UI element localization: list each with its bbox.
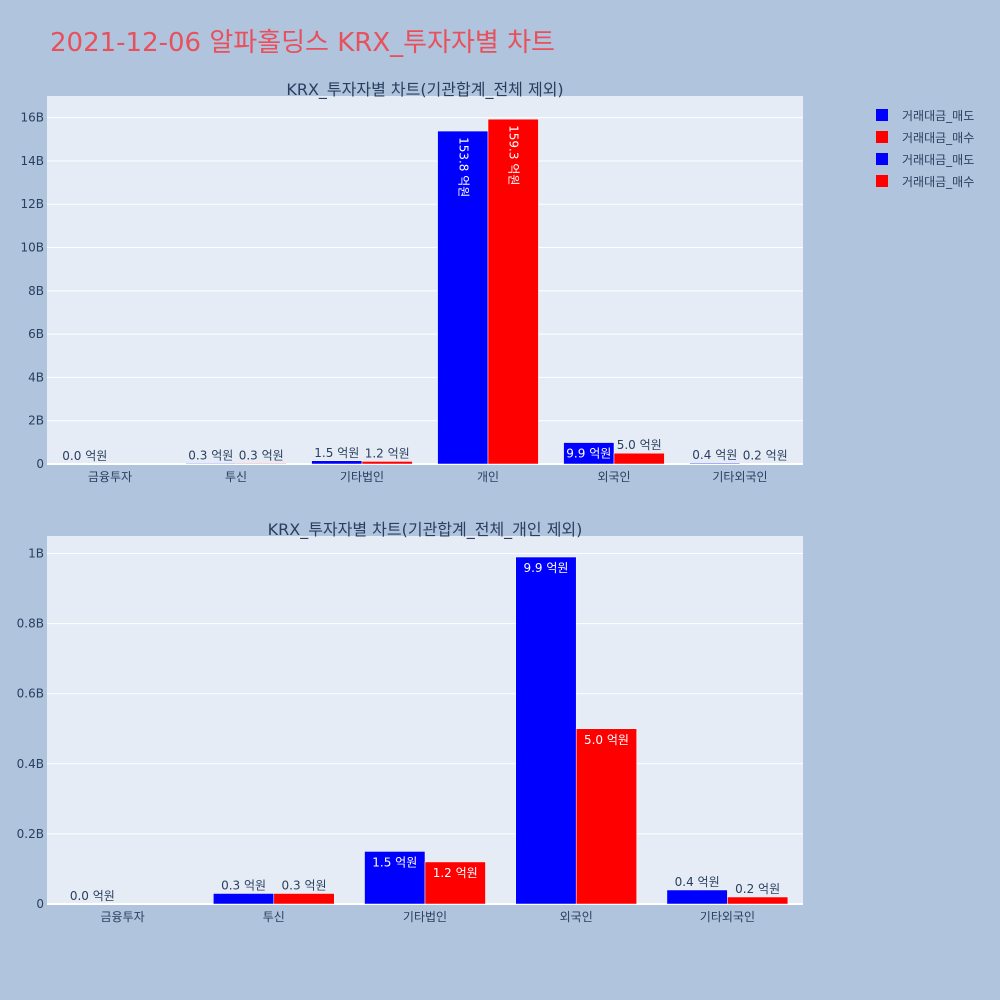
data-label: 1.5 억원 — [372, 855, 417, 869]
y-tick-label: 0.4B — [17, 757, 44, 771]
x-tick-label: 기타외국인 — [712, 470, 767, 484]
data-label: 5.0 억원 — [617, 438, 662, 452]
x-tick-label: 외국인 — [560, 910, 593, 924]
data-label: 1.2 억원 — [433, 866, 478, 880]
x-tick-label: 투신 — [225, 470, 247, 484]
data-label: 0.3 억원 — [282, 878, 327, 892]
y-tick-label: 0 — [36, 897, 44, 911]
data-label: 0.3 억원 — [239, 448, 284, 462]
x-tick-label: 개인 — [477, 470, 499, 484]
legend-label: 거래대금_매수 — [902, 131, 974, 145]
legend-label: 거래대금_매도 — [902, 109, 974, 123]
bar — [437, 130, 489, 465]
x-tick-label: 기타외국인 — [700, 910, 755, 924]
x-tick-label: 금융투자 — [88, 470, 132, 484]
x-tick-label: 투신 — [263, 910, 285, 924]
y-tick-label: 2B — [28, 414, 44, 428]
data-label: 159.3 억원 — [507, 125, 521, 185]
legend-swatch — [876, 153, 888, 165]
bar — [213, 893, 275, 905]
y-tick-label: 0.2B — [17, 827, 44, 841]
plot-area — [47, 96, 803, 464]
bar — [424, 861, 486, 905]
y-tick-label: 0.8B — [17, 617, 44, 631]
page-title: 2021-12-06 알파홀딩스 KRX_투자자별 차트 — [50, 28, 555, 58]
bar — [689, 462, 741, 465]
x-tick-label: 금융투자 — [101, 910, 145, 924]
y-tick-label: 14B — [20, 154, 44, 168]
data-label: 9.9 억원 — [523, 561, 568, 575]
chart-title: KRX_투자자별 차트(기관합계_전체 제외) — [286, 80, 563, 100]
chart-2: 0 0.2B 0.4B 0.6B 0.8B 1B KRX_투자자별 차트(기관합계_전체_개… — [17, 520, 803, 924]
legend-swatch — [876, 109, 888, 121]
data-label: 0.2 억원 — [735, 882, 780, 896]
chart-title: KRX_투자자별 차트(기관합계_전체_개인 제외) — [268, 520, 583, 540]
legend-swatch — [876, 131, 888, 143]
data-label: 0.4 억원 — [692, 448, 737, 462]
x-tick-label: 기타법인 — [340, 470, 384, 484]
data-label: 0.0 억원 — [70, 889, 115, 903]
y-tick-label: 12B — [20, 197, 44, 211]
bar — [613, 452, 665, 465]
y-tick-label: 4B — [28, 370, 44, 384]
bar — [364, 851, 426, 905]
x-tick-label: 기타법인 — [403, 910, 447, 924]
chart-1: 0 2B 4B 6B 8B 10B 12B 14B 16B KRX_투자자별 차트(기관합계_전체… — [20, 80, 803, 484]
bar — [235, 463, 287, 465]
y-tick-label: 1B — [28, 547, 44, 561]
data-label: 0.2 억원 — [743, 449, 788, 463]
bar — [515, 556, 577, 905]
y-tick-label: 8B — [28, 284, 44, 298]
plot-area — [47, 536, 803, 904]
bar — [273, 893, 335, 905]
data-label: 0.0 억원 — [62, 449, 107, 463]
legend-swatch — [876, 175, 888, 187]
y-tick-label: 10B — [20, 241, 44, 255]
legend-label: 거래대금_매수 — [902, 175, 974, 189]
data-label: 1.5 억원 — [314, 446, 359, 460]
data-label: 5.0 억원 — [584, 733, 629, 747]
bar — [361, 461, 413, 465]
bar — [575, 728, 637, 905]
data-label: 1.2 억원 — [365, 446, 410, 460]
data-label: 0.3 억원 — [221, 878, 266, 892]
y-tick-label: 6B — [28, 327, 44, 341]
legend-label: 거래대금_매도 — [902, 153, 974, 167]
bar — [666, 889, 728, 905]
x-tick-label: 외국인 — [597, 470, 630, 484]
bar — [185, 463, 237, 465]
bar — [311, 460, 363, 465]
data-label: 153.8 억원 — [456, 137, 470, 197]
data-label: 9.9 억원 — [566, 447, 611, 461]
data-label: 0.4 억원 — [675, 875, 720, 889]
bar — [727, 896, 789, 905]
y-tick-label: 0 — [36, 457, 44, 471]
bar — [487, 118, 539, 465]
y-tick-label: 16B — [20, 111, 44, 125]
y-tick-label: 0.6B — [17, 687, 44, 701]
data-label: 0.3 억원 — [188, 448, 233, 462]
